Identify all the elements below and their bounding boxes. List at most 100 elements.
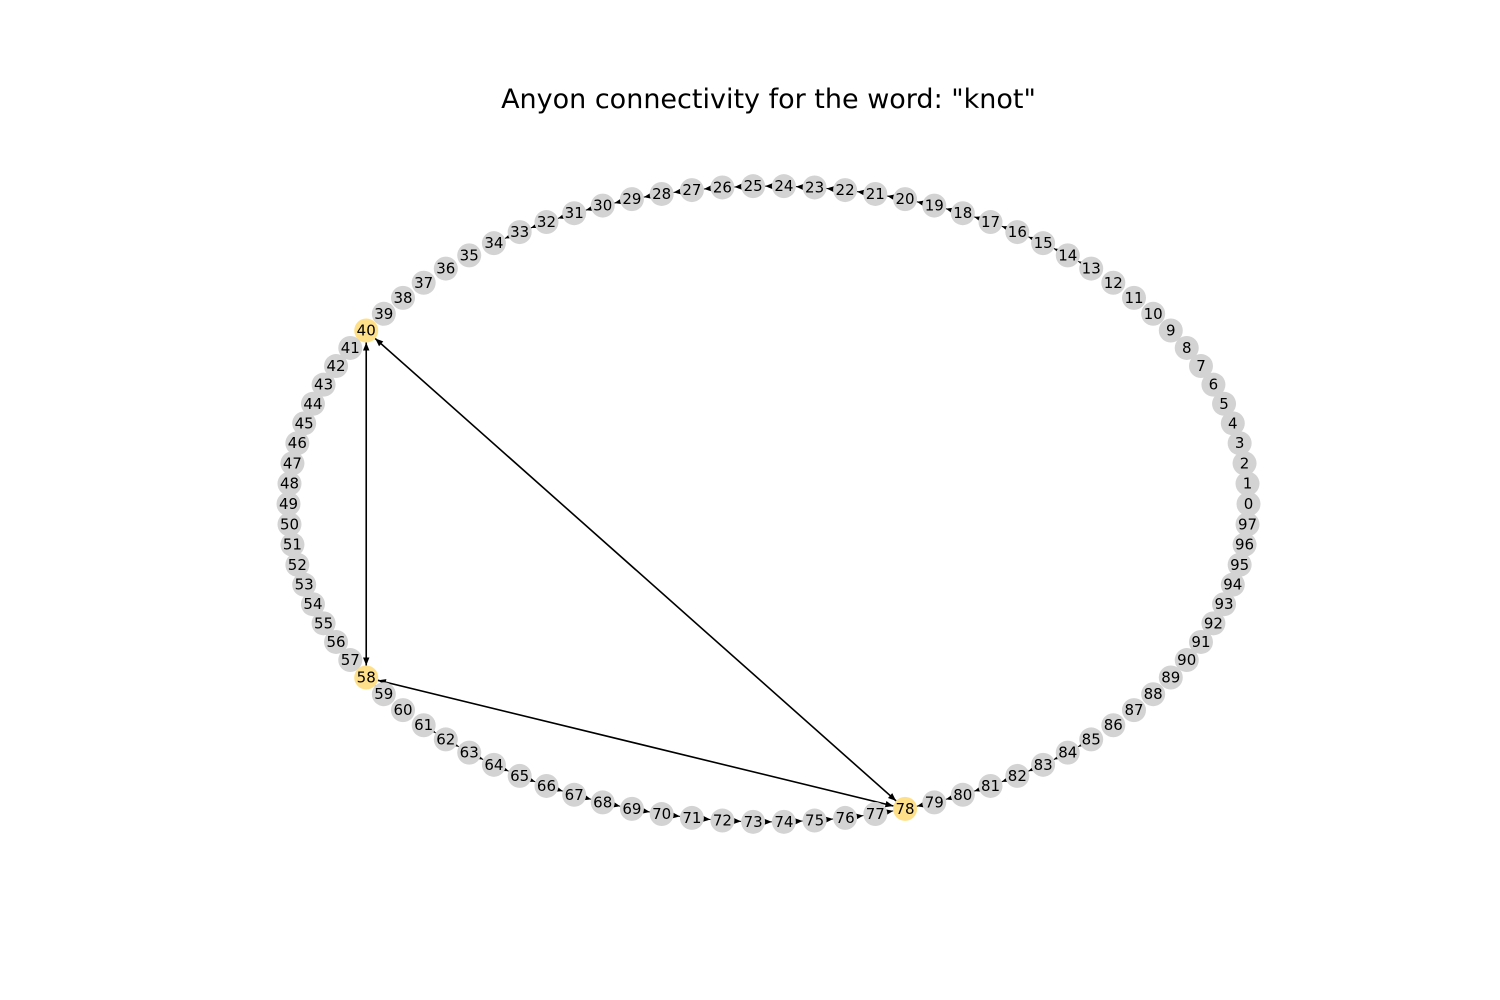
anyon-node-94: 94 bbox=[1220, 572, 1245, 597]
node-label: 18 bbox=[953, 204, 972, 222]
anyon-node-10: 10 bbox=[1141, 301, 1166, 326]
anyon-node-6: 6 bbox=[1201, 372, 1226, 397]
node-circle bbox=[679, 178, 704, 203]
node-circle bbox=[1232, 532, 1257, 557]
node-circle bbox=[276, 492, 301, 516]
anyon-node-24: 24 bbox=[771, 174, 796, 199]
anyon-node-12: 12 bbox=[1101, 270, 1126, 295]
node-circle bbox=[300, 592, 325, 617]
anyon-node-88: 88 bbox=[1141, 682, 1166, 707]
highlighted-node-circle bbox=[354, 665, 379, 690]
anyon-node-75: 75 bbox=[802, 808, 827, 833]
anyon-node-92: 92 bbox=[1201, 611, 1226, 636]
anyon-node-80: 80 bbox=[950, 782, 975, 807]
node-circle bbox=[311, 611, 336, 636]
node-label: 58 bbox=[357, 668, 376, 686]
node-circle bbox=[710, 175, 735, 200]
node-label: 27 bbox=[682, 181, 701, 199]
node-label: 43 bbox=[314, 376, 333, 394]
ring-edge-71-72-arrowhead bbox=[702, 815, 711, 823]
node-circle bbox=[1227, 552, 1252, 577]
node-circle bbox=[863, 802, 888, 827]
anyon-node-67: 67 bbox=[562, 782, 587, 807]
edge-58-78 bbox=[377, 679, 894, 807]
node-circle bbox=[1212, 592, 1237, 617]
anyon-node-42: 42 bbox=[324, 354, 349, 379]
node-circle bbox=[338, 648, 363, 673]
node-circle bbox=[1121, 698, 1146, 723]
anyon-node-39: 39 bbox=[371, 301, 396, 326]
node-circle bbox=[1121, 285, 1146, 310]
node-circle bbox=[280, 451, 305, 476]
anyon-node-78: 78 bbox=[893, 796, 918, 821]
node-label: 63 bbox=[460, 744, 479, 762]
anyon-node-49: 49 bbox=[276, 492, 301, 516]
node-label: 12 bbox=[1104, 274, 1123, 292]
anyon-node-40: 40 bbox=[354, 318, 379, 343]
anyon-node-15: 15 bbox=[1031, 231, 1056, 256]
node-circle bbox=[1031, 231, 1056, 256]
node-label: 56 bbox=[326, 633, 345, 651]
node-label: 50 bbox=[280, 515, 299, 533]
anyon-node-2: 2 bbox=[1232, 451, 1257, 476]
anyon-node-91: 91 bbox=[1188, 629, 1213, 654]
node-label: 42 bbox=[326, 357, 345, 375]
node-circle bbox=[292, 411, 317, 436]
ring-edge-27-28-arrowhead bbox=[673, 188, 682, 195]
node-label: 95 bbox=[1230, 556, 1249, 574]
node-label: 9 bbox=[1166, 322, 1176, 340]
anyon-node-79: 79 bbox=[922, 790, 947, 815]
node-label: 81 bbox=[981, 777, 1000, 795]
node-circle bbox=[324, 354, 349, 379]
node-label: 91 bbox=[1191, 633, 1210, 651]
anyon-node-18: 18 bbox=[950, 201, 975, 226]
node-label: 97 bbox=[1238, 515, 1257, 533]
anyon-node-65: 65 bbox=[507, 763, 532, 788]
node-circle bbox=[1227, 431, 1252, 456]
ring-edge-72-73-arrowhead bbox=[732, 817, 742, 825]
node-label: 35 bbox=[460, 246, 479, 264]
node-label: 19 bbox=[925, 197, 944, 215]
anyon-node-23: 23 bbox=[802, 175, 827, 200]
ring-edge-23-24-arrowhead bbox=[795, 183, 805, 191]
node-circle bbox=[324, 629, 349, 654]
node-circle bbox=[1101, 270, 1126, 295]
anyon-node-29: 29 bbox=[619, 187, 644, 212]
node-circle bbox=[649, 802, 674, 827]
anyon-node-38: 38 bbox=[391, 285, 416, 310]
node-circle bbox=[1141, 682, 1166, 707]
node-circle bbox=[978, 773, 1003, 798]
node-circle bbox=[391, 698, 416, 723]
anyon-node-66: 66 bbox=[534, 773, 559, 798]
node-circle bbox=[1201, 611, 1226, 636]
node-circle bbox=[411, 270, 436, 295]
anyon-node-47: 47 bbox=[280, 451, 305, 476]
anyon-node-95: 95 bbox=[1227, 552, 1252, 577]
anyon-node-37: 37 bbox=[411, 270, 436, 295]
anyon-node-45: 45 bbox=[292, 411, 317, 436]
anyon-node-74: 74 bbox=[771, 809, 796, 834]
node-circle bbox=[1005, 220, 1030, 245]
node-circle bbox=[590, 790, 615, 815]
node-label: 79 bbox=[925, 793, 944, 811]
node-circle bbox=[1055, 243, 1080, 268]
anyon-node-19: 19 bbox=[922, 193, 947, 218]
anyon-node-89: 89 bbox=[1158, 665, 1183, 690]
anyon-node-63: 63 bbox=[457, 740, 482, 765]
anyon-node-77: 77 bbox=[863, 802, 888, 827]
node-circle bbox=[1005, 763, 1030, 788]
node-label: 13 bbox=[1082, 260, 1101, 278]
node-circle bbox=[1158, 318, 1183, 343]
node-label: 83 bbox=[1034, 756, 1053, 774]
node-label: 7 bbox=[1196, 357, 1206, 375]
ring-edge-24-25-arrowhead bbox=[765, 182, 774, 190]
node-circle bbox=[1174, 335, 1199, 360]
node-circle bbox=[649, 181, 674, 206]
anyon-node-22: 22 bbox=[833, 178, 858, 203]
anyon-node-87: 87 bbox=[1121, 698, 1146, 723]
anyon-node-27: 27 bbox=[679, 178, 704, 203]
node-label: 52 bbox=[288, 556, 307, 574]
node-circle bbox=[292, 572, 317, 597]
anyon-node-50: 50 bbox=[277, 512, 302, 537]
node-circle bbox=[481, 752, 506, 777]
